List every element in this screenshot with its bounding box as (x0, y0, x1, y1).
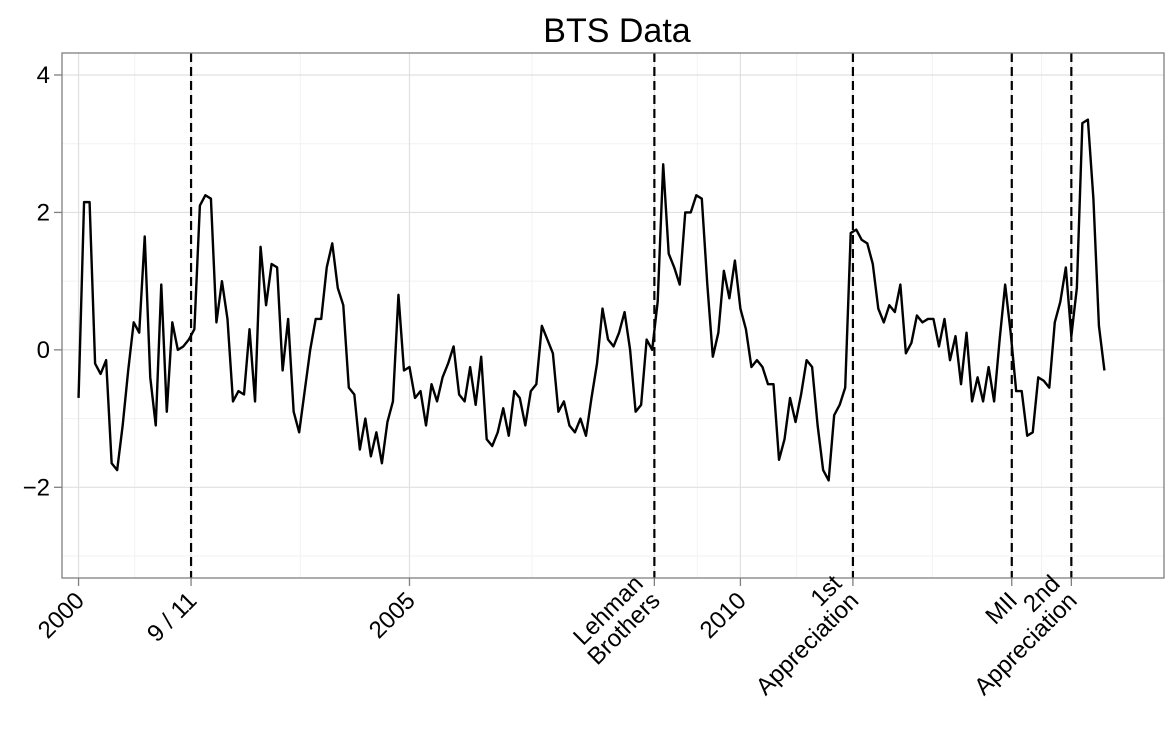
plot-border (61, 52, 1165, 579)
x-tick-label-line: MII (980, 587, 1023, 630)
y-tick-label: −2 (23, 474, 50, 501)
x-tick-label: 2005 (364, 587, 421, 644)
x-tick-label-line: 9 / 11 (142, 587, 202, 647)
x-axis: 2000 9 / 11 2005 LehmanBrothers 2010 1stAppre… (33, 570, 1083, 701)
x-tick-label: 2010 (695, 587, 752, 644)
chart-title: BTS Data (543, 12, 690, 50)
y-tick-label: 0 (37, 337, 50, 364)
x-tick-label: LehmanBrothers (565, 570, 665, 670)
x-tick-label: 2000 (33, 587, 90, 644)
y-tick-label: 2 (37, 199, 50, 226)
event-lines (189, 53, 1073, 578)
x-tick-label: 9 / 11 (142, 587, 202, 647)
x-tick-label: MII (980, 587, 1023, 630)
x-tick-label: 2ndAppreciation (952, 570, 1082, 700)
y-axis: −2 0 2 4 (23, 62, 62, 501)
x-tick-label-line: Appreciation (751, 587, 864, 700)
x-tick-label: 1stAppreciation (734, 570, 865, 701)
x-tick-label-line: 2010 (695, 587, 752, 644)
series-line (77, 118, 1106, 482)
x-tick-label-line: 2000 (33, 587, 90, 644)
y-tick-label: 4 (37, 62, 50, 89)
plot-panel (62, 53, 1164, 578)
grid-minor (62, 53, 1164, 578)
x-tick-label-line: 2005 (364, 587, 421, 644)
